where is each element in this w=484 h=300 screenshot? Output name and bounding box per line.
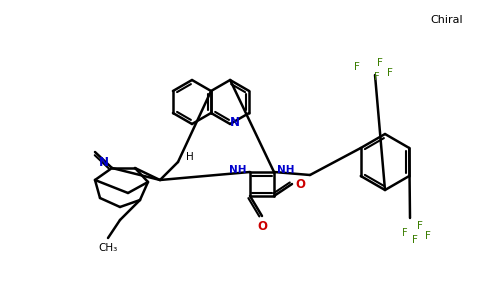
Text: F: F — [412, 235, 418, 245]
Text: O: O — [257, 220, 267, 232]
Text: F: F — [425, 231, 431, 241]
Text: F: F — [377, 58, 383, 68]
Text: F: F — [402, 228, 408, 238]
Text: F: F — [387, 68, 393, 78]
Text: CH₃: CH₃ — [98, 243, 117, 253]
Text: NH: NH — [277, 165, 295, 175]
Text: H: H — [186, 152, 194, 162]
Text: F: F — [354, 62, 360, 72]
Text: N: N — [230, 116, 240, 128]
Text: N: N — [99, 157, 109, 169]
Text: F: F — [417, 221, 423, 231]
Text: F: F — [374, 72, 380, 82]
Text: NH: NH — [229, 165, 247, 175]
Text: O: O — [295, 178, 305, 190]
Text: Chiral: Chiral — [430, 15, 463, 25]
